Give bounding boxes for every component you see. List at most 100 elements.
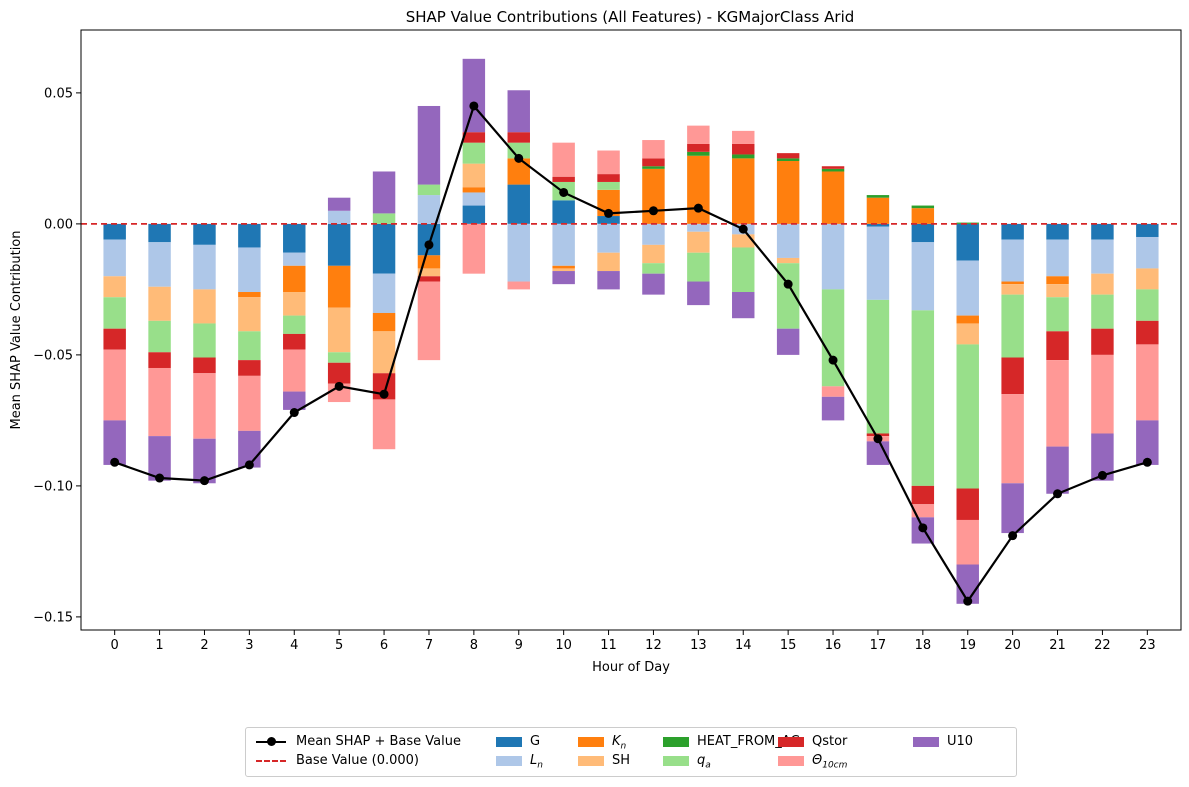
- bar-segment: [866, 223, 890, 227]
- legend-swatch-icon: [578, 737, 604, 747]
- mean-shap-point: [828, 355, 838, 365]
- bar-segment: [552, 265, 575, 269]
- bar-segment: [327, 307, 351, 353]
- bar-segment: [417, 276, 441, 282]
- legend-label: Θ10cm: [812, 753, 848, 771]
- bar-segment: [642, 273, 665, 295]
- bar-segment: [1136, 268, 1159, 290]
- bar-segment: [507, 281, 530, 290]
- y-tick-label: −0.05: [33, 348, 73, 363]
- bar-segment: [372, 312, 396, 332]
- x-tick-label: 2: [200, 638, 208, 653]
- mean-shap-point: [155, 473, 165, 483]
- bar-segment: [642, 168, 665, 224]
- mean-shap-point: [559, 187, 569, 197]
- plot-frame: [80, 29, 1182, 631]
- mean-shap-point: [379, 389, 389, 399]
- bar-segment: [1091, 328, 1114, 355]
- bar-segment: [103, 276, 126, 298]
- bar-segment: [956, 222, 979, 224]
- bar-segment: [1046, 284, 1069, 298]
- mean-shap-point: [334, 381, 344, 391]
- bar-segment: [283, 349, 306, 392]
- bar-segment: [238, 375, 261, 431]
- x-tick-label: 5: [335, 638, 343, 653]
- bar-segment: [597, 150, 620, 175]
- bar-segment: [1136, 223, 1159, 237]
- bar-segment: [687, 231, 710, 253]
- x-tick-label: 4: [290, 638, 298, 653]
- bar-segment: [687, 252, 710, 282]
- bar-segment: [642, 244, 665, 264]
- bar-segment: [417, 223, 441, 256]
- bar-segment: [821, 168, 845, 172]
- bar-segment: [1001, 357, 1024, 395]
- bar-segment: [1091, 223, 1114, 240]
- bar-segment: [507, 184, 530, 224]
- mean-shap-point: [693, 203, 703, 213]
- bar-segment: [911, 208, 935, 224]
- x-tick-label: 21: [1049, 638, 1066, 653]
- mean-shap-point: [244, 460, 254, 470]
- legend-line-marker-icon: [256, 737, 286, 746]
- bar-segment: [597, 252, 620, 272]
- bar-segment: [1001, 294, 1024, 358]
- bars-layer: [103, 58, 1159, 604]
- bar-segment: [642, 140, 665, 159]
- bar-segment: [597, 181, 620, 190]
- x-tick-label: 13: [690, 638, 707, 653]
- bar-segment: [552, 176, 575, 182]
- bar-segment: [238, 292, 261, 298]
- bar-segment: [597, 216, 620, 224]
- bar-segment: [193, 438, 216, 484]
- bar-segment: [687, 125, 710, 144]
- bar-segment: [732, 292, 755, 319]
- x-tick-label: 11: [600, 638, 617, 653]
- mean-shap-point: [110, 457, 120, 467]
- legend-label: Base Value (0.000): [296, 753, 419, 768]
- bar-segment: [148, 320, 171, 353]
- x-tick-label: 0: [111, 638, 119, 653]
- legend-swatch-icon: [778, 737, 804, 747]
- bar-segment: [821, 396, 845, 421]
- x-tick-label: 19: [959, 638, 976, 653]
- bar-segment: [462, 223, 486, 274]
- x-tick-label: 20: [1004, 638, 1021, 653]
- x-tick-label: 14: [735, 638, 752, 653]
- bar-segment: [103, 239, 126, 277]
- y-tick-label: 0.05: [44, 86, 73, 101]
- bar-segment: [1091, 433, 1114, 481]
- bar-segment: [327, 362, 351, 384]
- bar-segment: [462, 132, 486, 143]
- bar-segment: [507, 132, 530, 143]
- bar-segment: [732, 130, 755, 144]
- mean-shap-line: [114, 103, 1148, 604]
- bar-segment: [372, 399, 396, 450]
- bar-segment: [956, 323, 979, 345]
- x-tick-label: 16: [825, 638, 842, 653]
- chart-title: SHAP Value Contributions (All Features) …: [406, 8, 855, 26]
- bar-segment: [911, 205, 935, 209]
- bar-segment: [821, 386, 845, 397]
- legend-label: qa: [697, 753, 711, 771]
- x-tick-label: 6: [380, 638, 388, 653]
- x-tick-label: 12: [645, 638, 662, 653]
- bar-segment: [956, 260, 979, 316]
- y-tick-label: −0.15: [33, 610, 73, 625]
- bar-segment: [911, 242, 935, 311]
- x-tick-label: 9: [515, 638, 523, 653]
- bar-segment: [372, 171, 396, 214]
- legend-swatch-icon: [913, 737, 939, 747]
- mean-shap-point: [783, 279, 793, 289]
- bar-segment: [1001, 394, 1024, 484]
- bar-segment: [417, 184, 441, 196]
- bar-segment: [283, 292, 306, 316]
- bar-segment: [597, 189, 620, 217]
- bar-segment: [776, 158, 800, 161]
- legend-label: HEAT_FROM_AC: [697, 734, 800, 749]
- bar-segment: [462, 205, 486, 224]
- bar-segment: [866, 226, 890, 300]
- bar-segment: [417, 255, 441, 269]
- mean-shap-point: [424, 240, 434, 250]
- legend-label: Ln: [530, 753, 543, 771]
